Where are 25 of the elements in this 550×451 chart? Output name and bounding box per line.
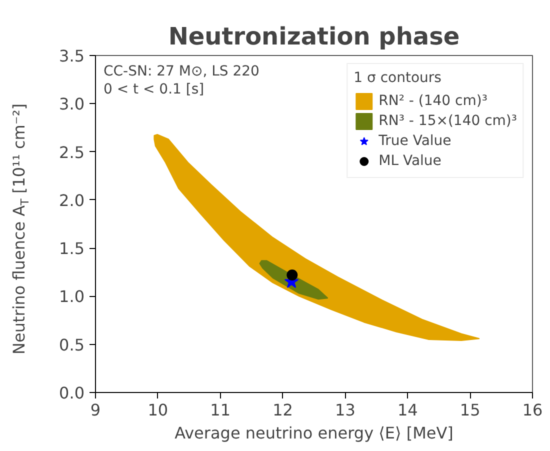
- y-tick-label: 1.0: [59, 287, 85, 306]
- legend-label: ML Value: [378, 153, 442, 169]
- x-tick-label: 9: [90, 400, 101, 420]
- x-tick-label: 14: [397, 400, 418, 420]
- y-tick-label: 2.0: [59, 190, 85, 210]
- legend-label: RN² - (140 cm)³: [378, 93, 488, 109]
- y-tick-label: 3.5: [59, 46, 85, 66]
- legend-title: 1 σ contours: [354, 70, 442, 86]
- y-tick-label: 1.5: [59, 239, 85, 258]
- x-tick-label: 13: [335, 400, 356, 420]
- annotation: CC-SN: 27 M⊙, LS 220: [104, 64, 260, 80]
- legend-label: RN³ - 15×(140 cm)³: [378, 113, 517, 129]
- x-tick-label: 10: [148, 400, 168, 420]
- y-tick-label: 0.5: [59, 335, 85, 354]
- x-tick-label: 15: [460, 400, 480, 420]
- y-tick-label: 3.0: [59, 94, 85, 114]
- chart-title: Neutronization phase: [168, 22, 460, 50]
- legend-label: True Value: [378, 133, 452, 149]
- x-axis-title: Average neutrino energy ⟨E⟩ [MeV]: [174, 424, 454, 442]
- x-tick-label: 16: [522, 400, 543, 420]
- y-tick-label: 2.5: [59, 142, 85, 162]
- y-tick-label: 0.0: [59, 384, 85, 402]
- x-tick-label: 12: [272, 400, 293, 420]
- annotation: 0 < t < 0.1 [s]: [104, 82, 204, 98]
- x-tick-label: 11: [210, 400, 231, 420]
